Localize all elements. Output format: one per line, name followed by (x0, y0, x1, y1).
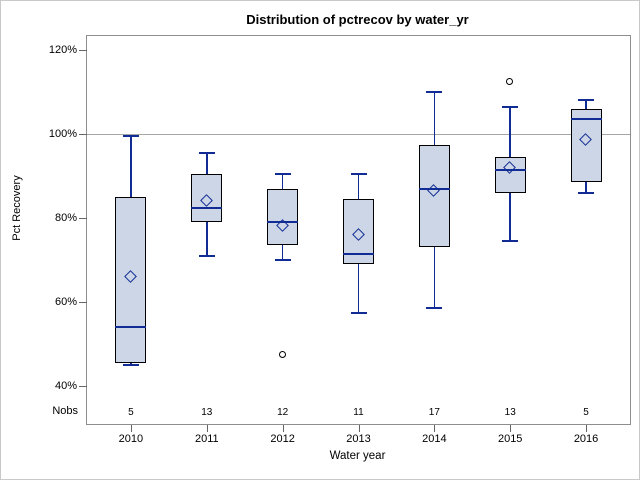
outlier-marker (278, 350, 286, 358)
lower-whisker (585, 182, 587, 193)
y-axis-tick (79, 218, 87, 219)
median-line (191, 206, 223, 209)
y-axis-tick-label: 120% (48, 44, 77, 56)
max-whisker-cap (198, 151, 215, 154)
max-whisker-cap (502, 105, 519, 108)
median-line (267, 221, 299, 224)
max-whisker-cap (578, 99, 595, 102)
chart-title: Distribution of pctrecov by water_yr (246, 12, 469, 27)
outlier-marker (506, 77, 514, 85)
upper-whisker (130, 136, 132, 197)
x-axis-tick (358, 425, 360, 432)
upper-whisker (206, 152, 208, 174)
y-axis-tick (79, 134, 87, 135)
median-line (494, 168, 526, 171)
x-axis-tick (130, 425, 132, 432)
iqr-box (191, 173, 223, 223)
nobs-value: 17 (428, 407, 440, 418)
x-axis-tick (206, 425, 208, 432)
x-axis-tick (434, 425, 436, 432)
max-whisker-cap (350, 172, 367, 175)
min-whisker-cap (274, 259, 291, 261)
min-whisker-cap (502, 240, 519, 243)
x-axis-tick (510, 425, 512, 432)
median-line (343, 252, 374, 255)
x-axis-tick-label: 2013 (346, 433, 371, 445)
nobs-value: 13 (504, 407, 516, 418)
max-whisker-cap (274, 172, 291, 175)
x-axis-tick-label: 2014 (422, 433, 447, 445)
nobs-value: 5 (583, 407, 589, 418)
upper-whisker (433, 92, 436, 145)
upper-whisker (509, 106, 511, 158)
lower-whisker (357, 264, 360, 313)
y-axis-title: Pct Recovery (11, 175, 23, 241)
lower-whisker (509, 192, 511, 242)
upper-whisker (357, 173, 360, 200)
median-line (418, 187, 450, 190)
y-axis-tick-label: 80% (54, 212, 77, 224)
reference-line-100pct (87, 134, 630, 135)
iqr-box (494, 157, 526, 193)
x-axis-tick-label: 2010 (118, 433, 144, 445)
min-whisker-cap (122, 364, 139, 366)
x-axis-tick-label: 2011 (194, 433, 219, 445)
x-axis-title: Water year (329, 450, 386, 462)
nobs-value: 12 (277, 407, 289, 418)
max-whisker-cap (122, 135, 139, 138)
nobs-row-label: Nobs (52, 405, 78, 417)
min-whisker-cap (350, 311, 367, 314)
median-line (115, 326, 147, 329)
nobs-value: 5 (128, 407, 134, 418)
y-axis-tick-label: 60% (54, 296, 77, 308)
iqr-box (418, 144, 450, 248)
upper-whisker (281, 173, 284, 189)
min-whisker-cap (426, 307, 443, 310)
y-axis-tick (79, 302, 87, 303)
min-whisker-cap (578, 191, 595, 194)
x-axis-tick-label: 2012 (270, 433, 295, 445)
lower-whisker (433, 247, 436, 309)
iqr-box (267, 188, 299, 246)
iqr-box (570, 108, 602, 183)
lower-whisker (281, 245, 284, 260)
x-axis-tick (282, 425, 284, 432)
lower-whisker (206, 222, 208, 256)
max-whisker-cap (426, 91, 443, 93)
y-axis-tick-label: 100% (48, 128, 77, 140)
median-line (570, 118, 602, 121)
y-axis-tick (79, 386, 87, 387)
nobs-value: 13 (201, 407, 213, 418)
y-axis-tick (79, 50, 87, 51)
iqr-box (115, 197, 147, 363)
upper-whisker (585, 100, 587, 109)
x-axis-tick-label: 2016 (573, 433, 599, 445)
y-axis-tick-label: 40% (54, 380, 77, 392)
x-axis-tick-label: 2015 (497, 433, 523, 445)
lower-whisker (130, 362, 132, 365)
min-whisker-cap (198, 254, 215, 257)
plot-area: 120% 100% 80% 60% 40% 5 2010 13 2011 12 2012 11 2013… (49, 35, 631, 445)
nobs-value: 11 (353, 407, 364, 418)
x-axis-tick (586, 425, 588, 432)
